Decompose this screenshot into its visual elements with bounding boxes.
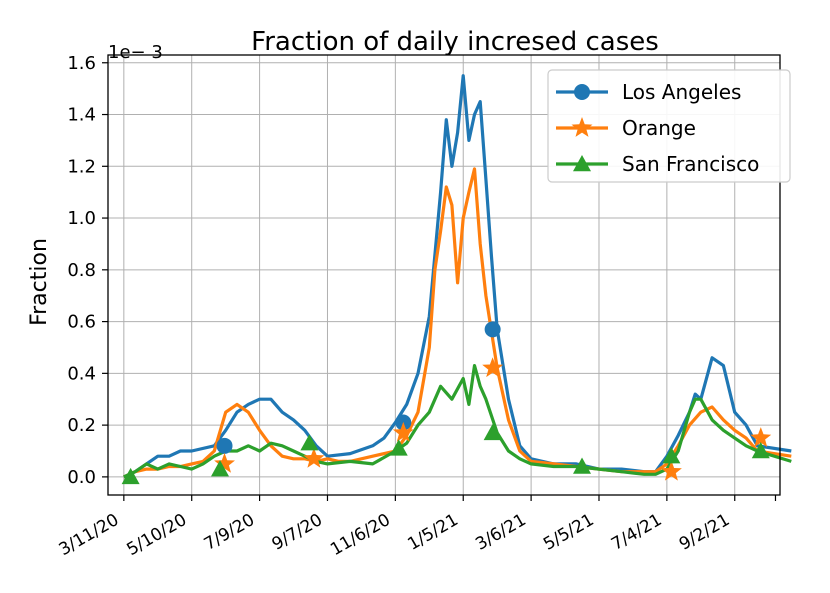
x-tick-label: 5/10/20 <box>123 510 190 560</box>
legend-marker-orange <box>571 117 593 137</box>
x-tick-label: 7/4/21 <box>608 510 665 555</box>
x-tick-label: 3/11/20 <box>56 510 123 560</box>
marker-orange <box>392 421 414 442</box>
plot-frame <box>107 54 781 496</box>
marker-san-francisco <box>573 457 592 474</box>
x-tick-label: 3/6/21 <box>472 510 529 555</box>
y-tick-label: 1.6 <box>67 53 96 74</box>
y-scale-label: 1e− 3 <box>108 42 163 63</box>
chart-title: Fraction of daily incresed cases <box>251 27 659 57</box>
legend-box <box>547 69 791 183</box>
marker-los-angeles <box>484 321 501 338</box>
marker-san-francisco <box>483 423 502 441</box>
legend-label-orange: Orange <box>622 116 696 140</box>
legend-marker-san-francisco <box>573 155 591 172</box>
marker-los-angeles <box>216 437 233 454</box>
series-line-los-angeles <box>123 74 792 479</box>
legend: Los Angeles Orange San Francisco <box>547 69 791 183</box>
marker-san-francisco <box>300 434 319 451</box>
marker-san-francisco <box>751 442 770 459</box>
marker-san-francisco <box>662 447 681 464</box>
legend-label-los-angeles: Los Angeles <box>622 80 741 104</box>
marker-orange <box>214 452 235 473</box>
y-tick-label: 0.0 <box>67 467 96 488</box>
marker-orange <box>482 357 504 378</box>
series-line-orange <box>123 167 792 479</box>
marker-san-francisco <box>389 439 408 456</box>
x-tick-label: 7/9/20 <box>201 510 258 555</box>
legend-marker-los-angeles <box>574 84 590 100</box>
marker-san-francisco <box>211 460 229 477</box>
y-tick-label: 0.4 <box>67 363 96 384</box>
x-tick-label: 11/6/20 <box>327 510 394 560</box>
marker-san-francisco <box>121 467 140 485</box>
marker-orange <box>660 460 682 481</box>
y-tick-label: 0.8 <box>67 260 96 281</box>
series-markers <box>121 321 772 485</box>
x-tick-label: 9/7/20 <box>269 510 326 555</box>
y-tick-label: 0.2 <box>67 415 96 436</box>
y-tick-label: 1.0 <box>67 208 96 229</box>
marker-orange <box>750 427 772 447</box>
y-axis-label: Fraction <box>27 238 52 326</box>
legend-label-san-francisco: San Francisco <box>622 152 759 176</box>
y-tick-label: 0.6 <box>67 312 96 333</box>
x-tick-label: 9/2/21 <box>676 510 733 555</box>
x-tick-label: 1/5/21 <box>404 510 461 555</box>
y-tick-label: 1.4 <box>67 105 96 126</box>
x-tick-label: 5/5/21 <box>540 510 597 555</box>
marker-orange <box>303 447 325 468</box>
y-tick-label: 1.2 <box>67 156 96 177</box>
